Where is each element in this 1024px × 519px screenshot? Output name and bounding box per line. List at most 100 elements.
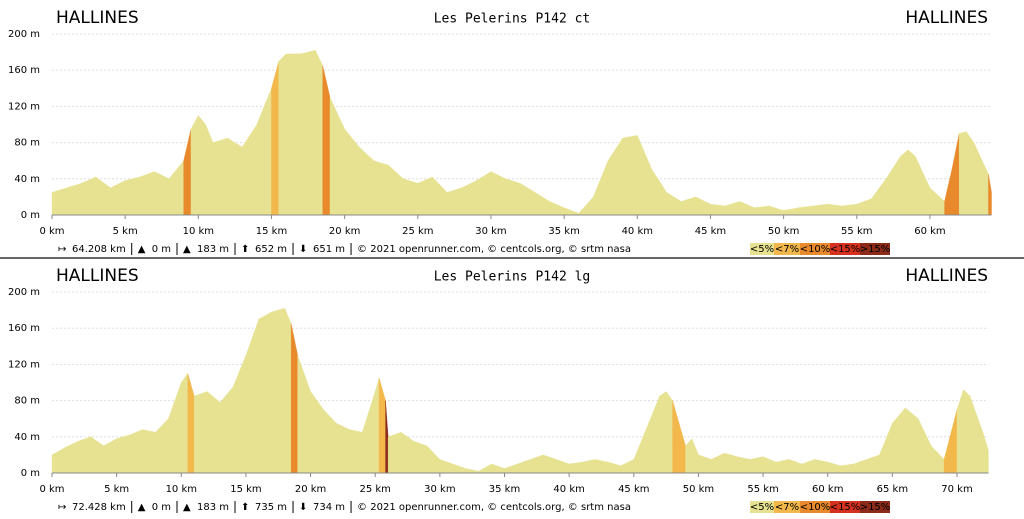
- legend-label: <15%: [830, 244, 861, 255]
- x-tick-label: 20 km: [329, 226, 360, 237]
- profile-segment: [402, 178, 419, 216]
- profile-segment: [958, 131, 967, 216]
- x-tick-label: 25 km: [402, 226, 433, 237]
- stat-icon-4: ⬇: [299, 244, 307, 255]
- profile-segment: [665, 390, 673, 474]
- profile-segment: [349, 429, 363, 474]
- x-tick-label: 55 km: [841, 226, 872, 237]
- end-label: HALLINES: [905, 8, 988, 28]
- profile-segment: [568, 461, 583, 474]
- y-tick-label: 0 m: [21, 210, 40, 221]
- x-tick-label: 35 km: [548, 226, 579, 237]
- x-tick-label: 65 km: [877, 484, 908, 495]
- y-tick-label: 40 m: [14, 432, 40, 443]
- legend-swatch: [750, 501, 774, 513]
- profile-segment: [51, 187, 67, 216]
- profile-segment: [198, 114, 206, 216]
- x-tick-label: 15 km: [256, 226, 287, 237]
- stat-icon-4: ⬇: [299, 502, 307, 513]
- y-tick-label: 80 m: [14, 138, 40, 149]
- profile-segment: [271, 61, 279, 216]
- profile-segment: [116, 434, 130, 474]
- profile-segment: [966, 131, 975, 216]
- x-tick-label: 50 km: [768, 226, 799, 237]
- profile-segment: [206, 391, 221, 474]
- profile-segment: [212, 137, 228, 216]
- y-tick-label: 0 m: [21, 468, 40, 479]
- x-tick-label: 40 km: [622, 226, 653, 237]
- legend-label: <7%: [775, 244, 799, 255]
- profile-segment: [963, 389, 971, 474]
- y-tick-label: 160 m: [8, 65, 40, 76]
- profile-segment: [278, 53, 287, 216]
- profile-segment: [659, 391, 667, 474]
- y-tick-label: 80 m: [14, 396, 40, 407]
- profile-segment: [66, 183, 82, 216]
- y-tick-label: 200 m: [8, 29, 40, 40]
- legend-swatch: [750, 243, 774, 255]
- start-label: HALLINES: [56, 8, 139, 28]
- profile-segment: [841, 203, 857, 216]
- legend-swatch: [800, 501, 830, 513]
- elevation-panel: HALLINES HALLINES Les Pelerins P142 lg 0 m 4…: [8, 266, 989, 513]
- x-tick-label: 0 km: [39, 226, 64, 237]
- legend-label: >15%: [860, 502, 891, 513]
- chart-title: Les Pelerins P142 ct: [434, 12, 591, 27]
- profile-segment: [622, 135, 638, 216]
- profile-segment: [724, 452, 738, 474]
- profile-segment: [900, 149, 909, 216]
- stat-value: 735 m: [255, 502, 287, 513]
- profile-segment: [258, 311, 272, 474]
- legend-label: <5%: [750, 502, 774, 513]
- legend-swatch: [830, 243, 860, 255]
- x-tick-label: 10 km: [183, 226, 214, 237]
- profile-segment: [373, 160, 389, 216]
- profile-segment: [490, 171, 506, 216]
- profile-segment: [387, 431, 402, 474]
- profile-segment: [905, 407, 919, 474]
- legend-label: <5%: [750, 244, 774, 255]
- profile-segment: [300, 50, 316, 216]
- legend-swatch: [860, 501, 890, 513]
- profile-segment: [798, 205, 814, 216]
- stat-icon-1: ▲: [138, 502, 146, 513]
- y-tick-label: 160 m: [8, 323, 40, 334]
- legend-swatch: [774, 501, 800, 513]
- profile-segment: [505, 178, 521, 216]
- y-tick-label: 40 m: [14, 174, 40, 185]
- profile-segment: [754, 205, 770, 216]
- profile-segment: [737, 456, 751, 474]
- x-tick-label: 5 km: [113, 226, 138, 237]
- stat-value: 0 m: [152, 244, 171, 255]
- profile-segment: [81, 176, 97, 216]
- start-label: HALLINES: [56, 266, 139, 286]
- legend-swatch: [800, 243, 830, 255]
- profile-segment: [181, 372, 188, 474]
- x-tick-label: 0 km: [39, 484, 64, 495]
- x-tick-label: 60 km: [914, 226, 945, 237]
- stat-value: 0 m: [152, 502, 171, 513]
- x-tick-label: 45 km: [695, 226, 726, 237]
- x-tick-label: 60 km: [812, 484, 843, 495]
- end-label: HALLINES: [905, 266, 988, 286]
- stat-icon-0: ↦: [58, 502, 66, 513]
- profile-segment: [139, 171, 155, 216]
- profile-segment: [77, 436, 91, 474]
- profile-segment: [124, 176, 140, 216]
- profile-segment: [417, 176, 433, 216]
- profile-segment: [271, 308, 285, 474]
- stat-value: 72.428 km: [72, 502, 126, 513]
- stat-value: 734 m: [313, 502, 345, 513]
- stat-icon-3: ⬆: [241, 502, 249, 513]
- legend-label: <15%: [830, 502, 861, 513]
- profile-segment: [219, 386, 234, 474]
- profile-segment: [710, 203, 726, 216]
- profile-segment: [907, 149, 916, 216]
- x-tick-label: 40 km: [553, 484, 584, 495]
- profile-segment: [749, 456, 764, 474]
- profile-segment: [375, 377, 380, 474]
- x-tick-label: 5 km: [104, 484, 129, 495]
- stat-value: 652 m: [255, 244, 287, 255]
- legend-label: <10%: [800, 502, 831, 513]
